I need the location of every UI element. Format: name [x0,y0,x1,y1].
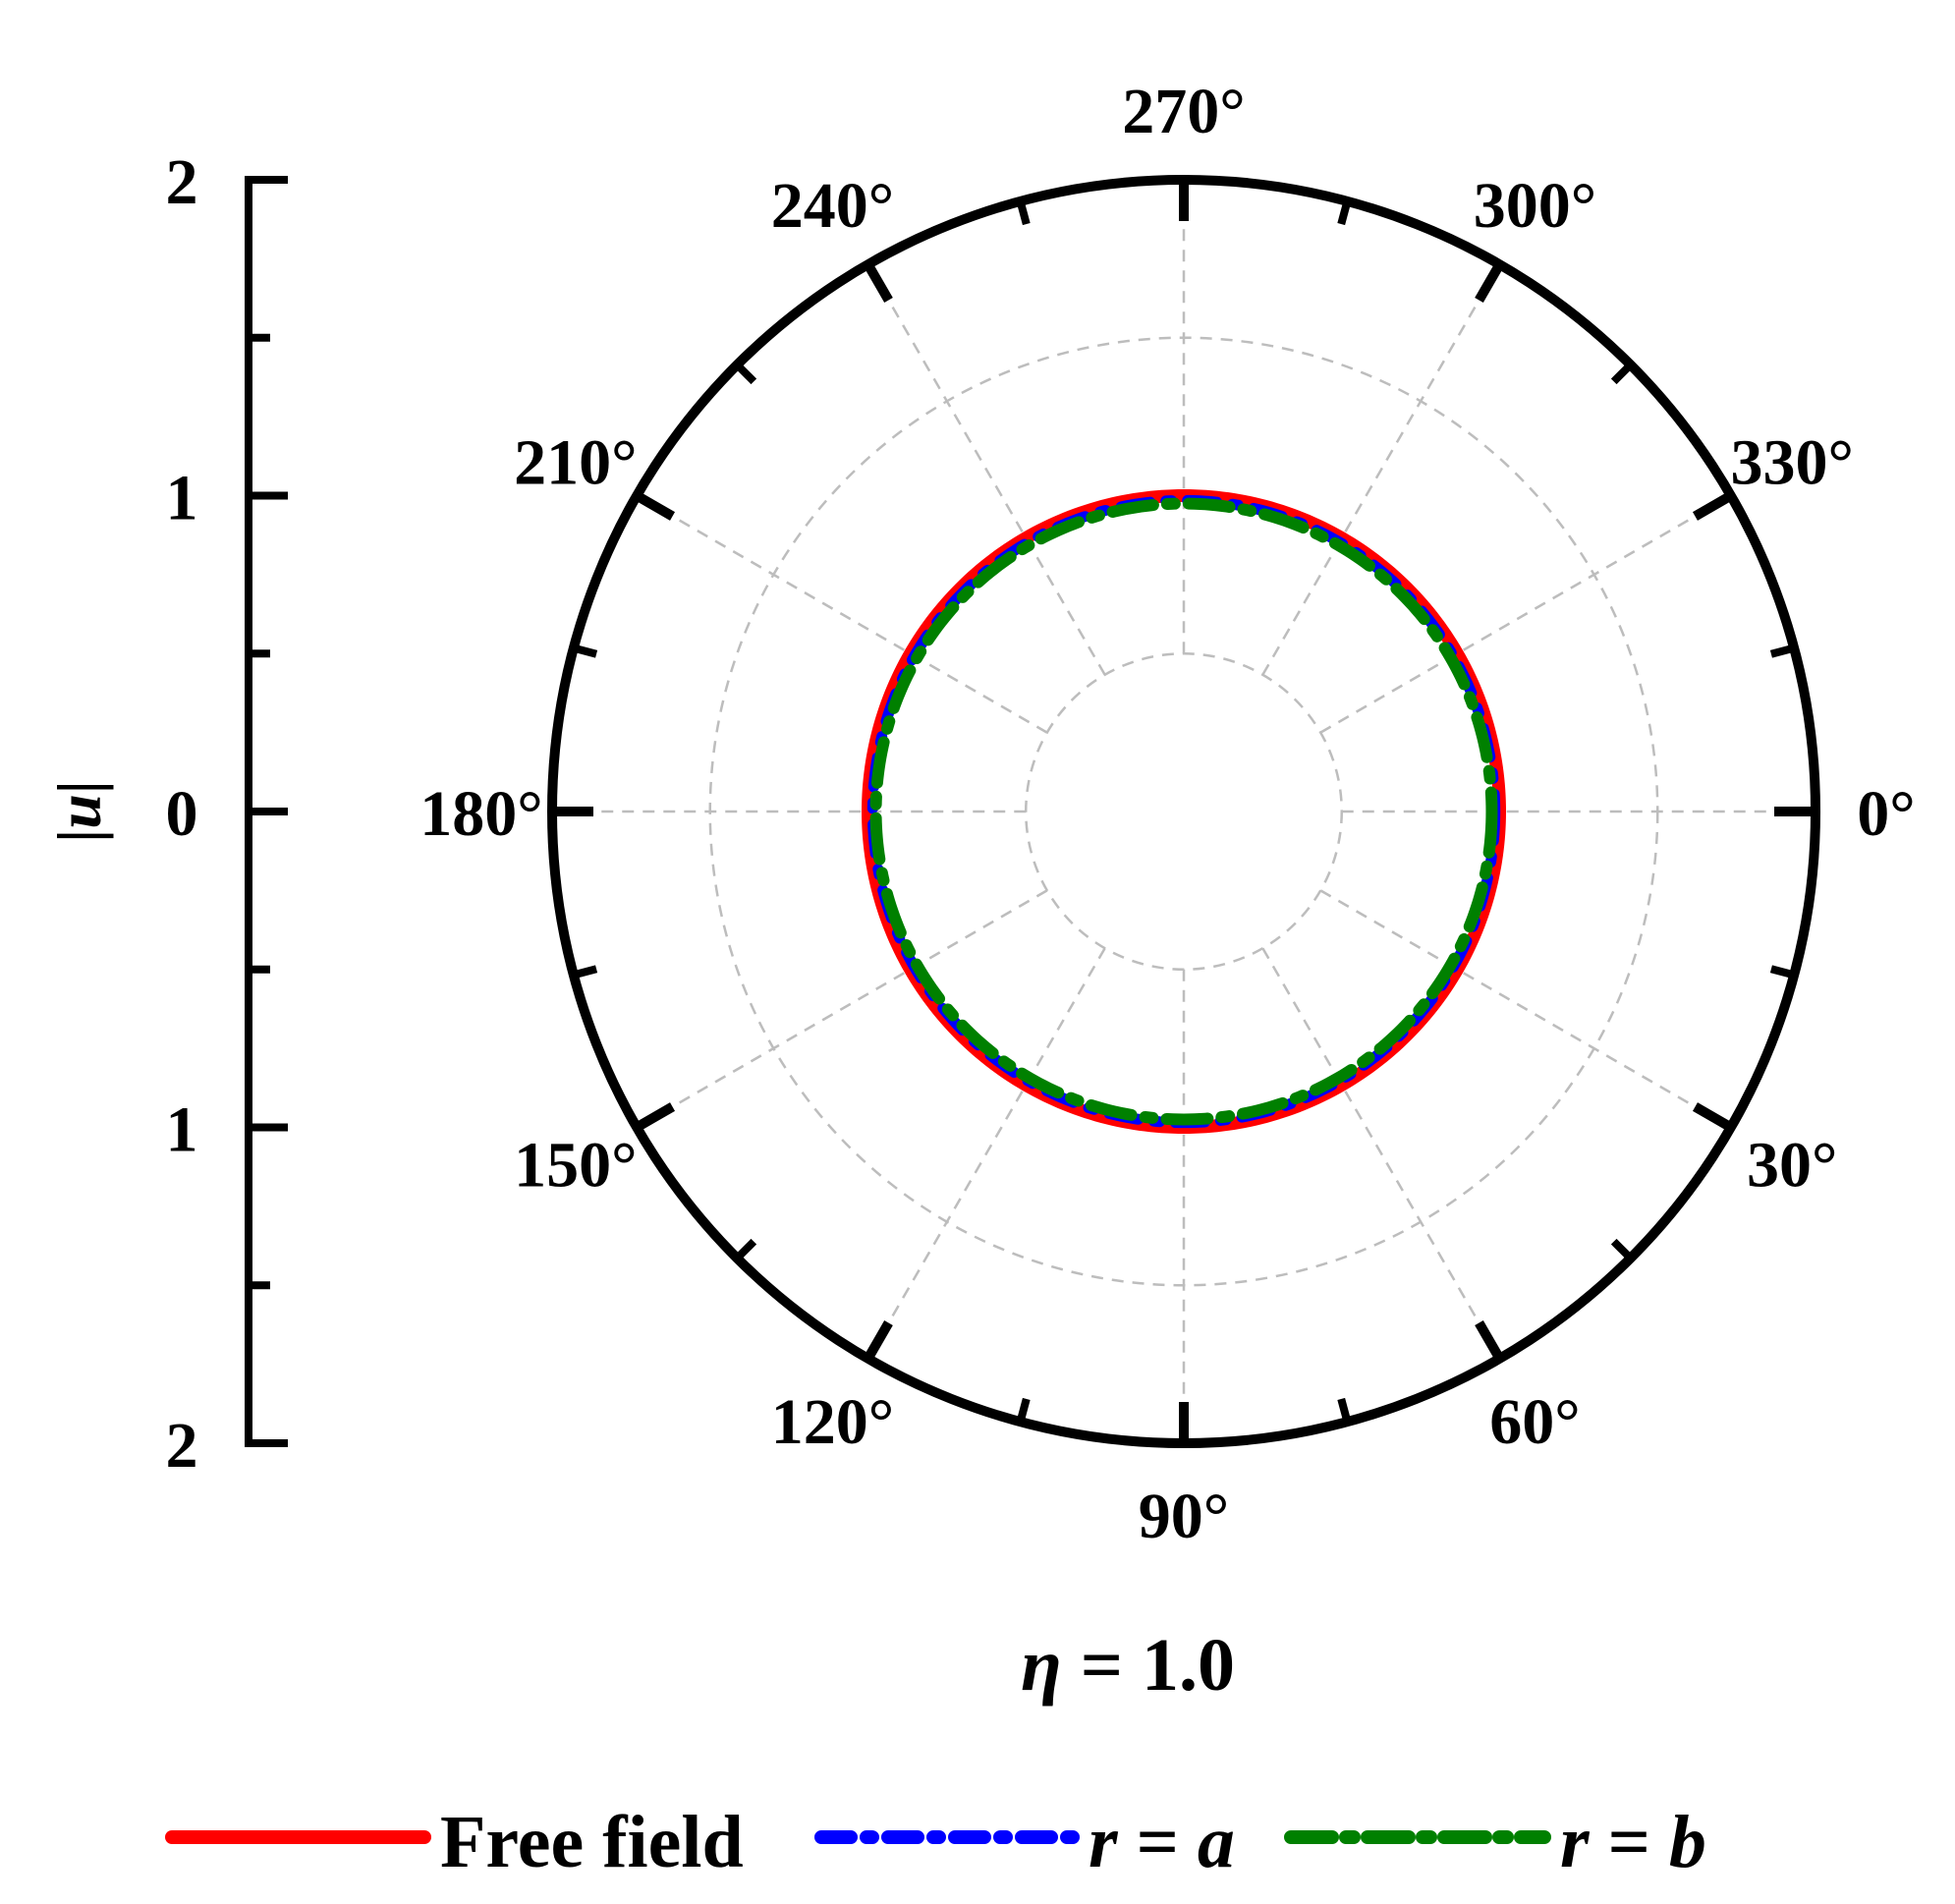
angular-tick-150 [634,1102,676,1132]
angular-tick-label-0: 0° [1857,778,1915,850]
angular-tick-label-330: 330° [1731,427,1854,499]
angular-tick-240 [864,261,893,304]
radial-axis-ticks [245,176,288,1447]
angular-tick-45 [1610,1238,1634,1261]
angular-tick-330 [1692,491,1734,521]
angular-tick-60 [1475,1319,1504,1362]
series-line-2 [869,497,1498,1126]
angular-tick-label-30: 30° [1747,1130,1837,1202]
angular-tick-210 [634,491,676,521]
angular-tick-label-90: 90° [1139,1481,1229,1552]
angular-tick-label-150: 150° [514,1130,637,1202]
radial-tick-label-3: 1 [166,1094,198,1166]
legend-label-free-field: Free field [440,1801,744,1883]
angular-tick-255 [1016,199,1031,226]
legend-label-r-b: r = b [1560,1801,1706,1883]
grid-spoke-330 [1319,494,1732,734]
grid-spoke-30 [1319,889,1732,1129]
angular-tick-195 [572,644,598,658]
angular-tick-75 [1337,1397,1352,1424]
angular-tick-label-180: 180° [419,778,542,850]
angular-tick-label-300: 300° [1474,170,1596,242]
angular-tick-label-240: 240° [771,170,894,242]
radial-tick-label-0: 2 [166,146,198,218]
radial-tick-label-2: 0 [166,778,198,850]
grid-spoke-210 [636,494,1048,734]
angular-tick-225 [734,362,757,385]
angular-tick-labels: 0° 30° 60° 90° 120° 150° 180° 210° 240° 270° 300° 3… [419,76,1915,1552]
angular-tick-165 [572,965,598,980]
angular-tick-label-210: 210° [514,427,637,499]
grid-ring-0 [1025,652,1343,971]
angular-tick-label-120: 120° [771,1386,894,1458]
angular-tick-315 [1610,362,1634,385]
angular-tick-300 [1475,261,1504,304]
angular-tick-285 [1337,199,1352,226]
grid-spoke-60 [1261,947,1501,1360]
grid-spoke-300 [1261,263,1501,676]
radial-axis-tick-labels: 2 1 0 1 2 [166,146,198,1482]
angular-tick-label-270: 270° [1122,76,1245,147]
angular-ticks [552,180,1815,1443]
chart-title: η = 1.0 [1021,1624,1235,1707]
legend-label-r-a: r = a [1089,1801,1235,1883]
radial-tick-label-1: 1 [166,463,198,534]
grid-spoke-240 [866,263,1106,676]
angular-tick-345 [1769,644,1796,658]
angular-tick-120 [864,1319,893,1362]
grid-spoke-150 [636,889,1048,1129]
grid-spoke-120 [866,947,1106,1360]
series-group [861,488,1506,1135]
radial-axis: 2 1 0 1 2 |u| [44,146,288,1482]
angular-tick-15 [1769,965,1796,980]
angular-tick-30 [1692,1102,1734,1132]
radial-axis-label: |u| [44,780,114,843]
angular-tick-label-60: 60° [1489,1386,1580,1458]
legend: Free field r = a r = b [165,1801,1706,1883]
radial-tick-label-4: 2 [166,1410,198,1482]
angular-tick-135 [734,1238,757,1261]
angular-tick-105 [1016,1397,1031,1424]
